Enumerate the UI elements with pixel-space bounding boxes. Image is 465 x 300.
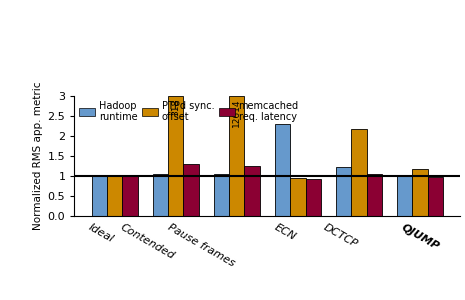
Text: 318: 318 <box>171 98 180 116</box>
Bar <box>336 167 351 216</box>
Bar <box>290 178 306 216</box>
Bar <box>107 176 122 216</box>
Y-axis label: Normalized RMS app. metric: Normalized RMS app. metric <box>33 82 43 230</box>
Text: ECN: ECN <box>273 222 298 242</box>
Bar <box>168 96 184 216</box>
Bar <box>184 164 199 216</box>
Bar <box>122 176 138 216</box>
Bar <box>366 174 382 216</box>
Text: QJUMP: QJUMP <box>399 222 440 252</box>
Bar <box>412 169 427 216</box>
Text: DCTCP: DCTCP <box>321 222 359 250</box>
Bar <box>275 124 290 216</box>
Bar <box>351 129 366 216</box>
Bar <box>92 176 107 216</box>
Bar <box>214 174 229 216</box>
Bar <box>229 96 245 216</box>
Bar <box>397 175 412 216</box>
Bar <box>306 179 321 216</box>
Text: 12614: 12614 <box>232 98 241 127</box>
Legend: Hadoop
runtime, PTPd sync.
offset, memcached
req. latency: Hadoop runtime, PTPd sync. offset, memca… <box>79 101 299 122</box>
Bar <box>245 166 260 216</box>
Text: Contended: Contended <box>118 222 176 261</box>
Text: Ideal: Ideal <box>86 222 115 244</box>
Bar <box>153 174 168 216</box>
Bar <box>427 177 443 216</box>
Text: Pause frames: Pause frames <box>166 222 237 268</box>
